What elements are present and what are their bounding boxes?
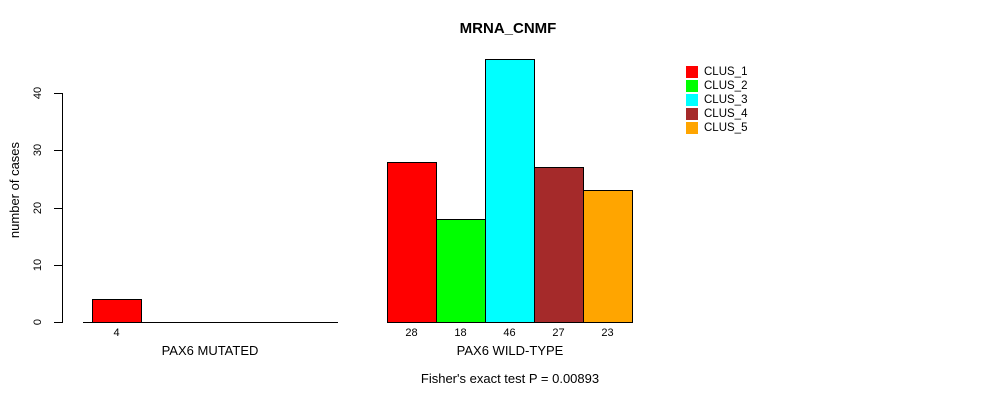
legend-label: CLUS_2 xyxy=(704,80,748,92)
fisher-test-annotation: Fisher's exact test P = 0.00893 xyxy=(420,371,600,386)
bar-value-label: 23 xyxy=(601,327,614,339)
bar-value-label: 4 xyxy=(113,327,120,339)
y-axis-line xyxy=(62,93,63,323)
legend-label: CLUS_1 xyxy=(704,66,748,78)
legend-swatch-icon xyxy=(686,94,698,106)
legend-swatch-icon xyxy=(686,80,698,92)
bar-value-label: 28 xyxy=(405,327,418,339)
legend-item-clus_3: CLUS_3 xyxy=(686,93,747,107)
bar-value-label: 18 xyxy=(454,327,467,339)
legend-swatch-icon xyxy=(686,66,698,78)
chart-title: MRNA_CNMF xyxy=(459,20,557,37)
group-label-pax6-wild-type: PAX6 WILD-TYPE xyxy=(456,343,564,358)
legend: CLUS_1 CLUS_2 CLUS_3 CLUS_4 CLUS_5 xyxy=(686,65,747,135)
y-tick xyxy=(54,150,62,151)
y-tick xyxy=(54,322,62,323)
legend-item-clus_1: CLUS_1 xyxy=(686,65,747,79)
bar-clus_3 xyxy=(485,58,535,323)
bar-value-label: 46 xyxy=(503,327,516,339)
legend-item-clus_4: CLUS_4 xyxy=(686,107,747,121)
y-tick-label: 20 xyxy=(32,201,44,215)
y-axis-label: number of cases xyxy=(7,141,22,239)
y-tick-label: 0 xyxy=(32,318,44,326)
bar-clus_4 xyxy=(534,167,584,323)
y-tick-label: 30 xyxy=(32,143,44,157)
y-tick-label: 40 xyxy=(32,86,44,100)
legend-swatch-icon xyxy=(686,122,698,134)
y-tick-label: 10 xyxy=(32,258,44,272)
y-tick xyxy=(54,265,62,266)
bar-clus_5 xyxy=(583,190,633,323)
y-tick xyxy=(54,93,62,94)
legend-item-clus_5: CLUS_5 xyxy=(686,121,747,135)
legend-label: CLUS_4 xyxy=(704,108,748,120)
bar-clus_1 xyxy=(387,161,437,323)
bar-value-label: 27 xyxy=(552,327,565,339)
legend-item-clus_2: CLUS_2 xyxy=(686,79,747,93)
legend-label: CLUS_5 xyxy=(704,122,748,134)
legend-label: CLUS_3 xyxy=(704,94,748,106)
y-tick xyxy=(54,208,62,209)
group-label-pax6-mutated: PAX6 MUTATED xyxy=(161,343,259,358)
legend-swatch-icon xyxy=(686,108,698,120)
bar-clus_2 xyxy=(436,218,486,323)
zero-baseline xyxy=(83,322,338,323)
bar-clus_1 xyxy=(92,299,142,323)
